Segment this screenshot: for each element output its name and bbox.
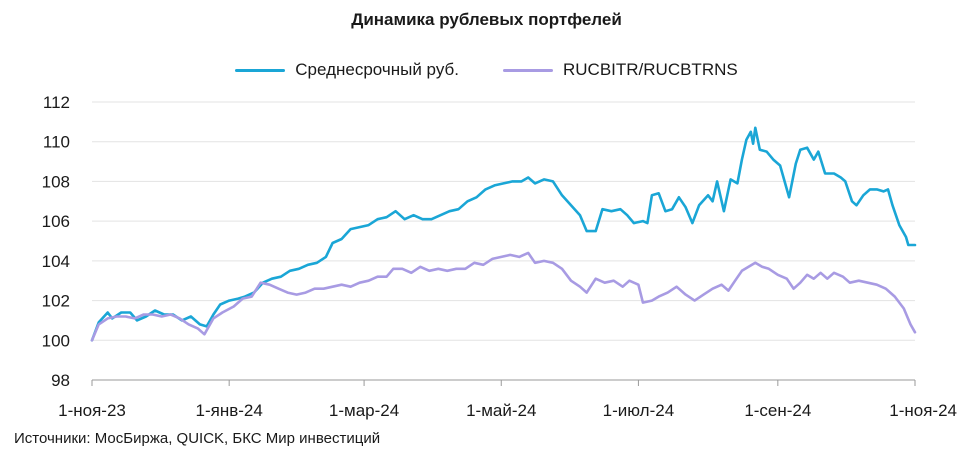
legend-swatch-series-2 xyxy=(502,68,553,72)
x-tick-label: 1-июл-24 xyxy=(603,401,674,420)
legend-item-series-1: Среднесрочный руб. xyxy=(235,60,459,80)
legend-swatch-series-1 xyxy=(235,68,286,72)
y-tick-label: 104 xyxy=(42,252,70,271)
series-lines xyxy=(90,126,917,342)
y-tick-label: 106 xyxy=(42,212,70,231)
y-tick-label: 108 xyxy=(42,172,70,191)
legend-label-series-1: Среднесрочный руб. xyxy=(295,60,459,79)
gridlines xyxy=(92,101,915,381)
y-tick-label: 100 xyxy=(42,331,70,350)
legend-item-series-2: RUCBITR/RUCBTRNS xyxy=(502,60,738,80)
source-note: Источники: МосБиржа, QUICK, БКС Мир инве… xyxy=(14,430,381,447)
legend: Среднесрочный руб. RUCBITR/RUCBTRNS xyxy=(0,60,973,80)
y-tick-label: 98 xyxy=(51,371,70,390)
y-tick-label: 110 xyxy=(43,133,70,152)
x-tick-label: 1-янв-24 xyxy=(196,401,263,420)
y-tick-label: 112 xyxy=(43,93,70,112)
x-tick-label: 1-мар-24 xyxy=(329,401,399,420)
axes: 98 100 102 104 106 108 110 112 1-ноя-23 1-янв-24 1… xyxy=(42,93,957,420)
x-tick-label: 1-май-24 xyxy=(466,401,536,420)
x-tick-label: 1-ноя-24 xyxy=(889,401,957,420)
x-tick-label: 1-сен-24 xyxy=(744,401,811,420)
series-line-2 xyxy=(90,251,917,342)
series-line-1 xyxy=(90,126,917,342)
x-tick-label: 1-ноя-23 xyxy=(58,401,126,420)
y-tick-label: 102 xyxy=(42,292,70,311)
chart-title: Динамика рублевых портфелей xyxy=(351,10,622,29)
line-chart: 98 100 102 104 106 108 110 112 1-ноя-23 1-янв-24 1… xyxy=(42,93,957,420)
legend-label-series-2: RUCBITR/RUCBTRNS xyxy=(562,60,738,79)
